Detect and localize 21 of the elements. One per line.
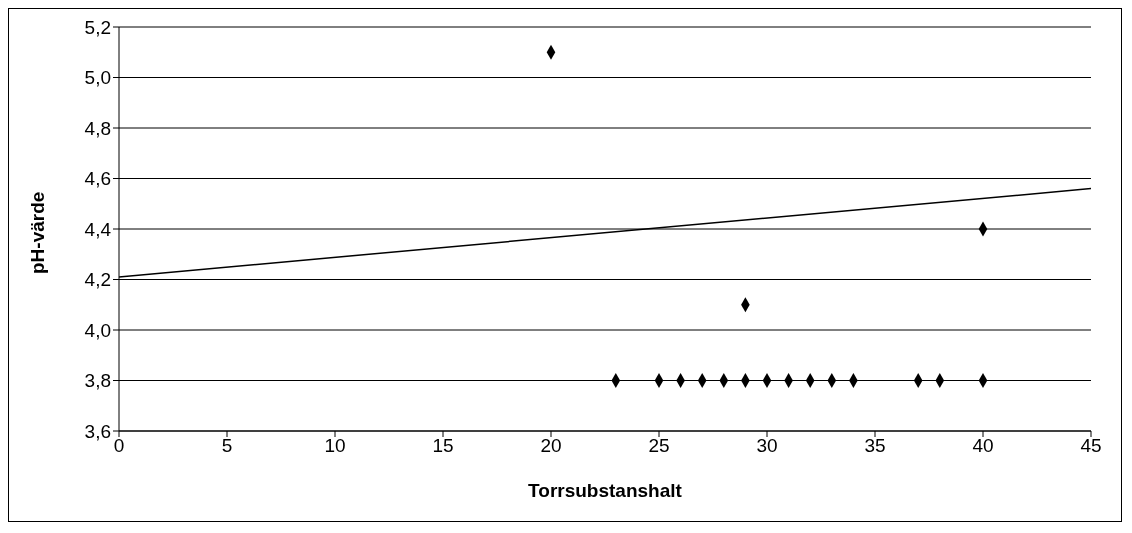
y-tick-label: 4,0: [84, 319, 111, 341]
y-tick-label: 3,8: [84, 370, 111, 392]
y-tick-label: 4,6: [84, 168, 111, 190]
x-tick-label: 40: [972, 435, 994, 457]
x-axis-title: Torrsubstanshalt: [528, 480, 683, 501]
y-tick-label: 3,6: [84, 420, 111, 442]
y-tick-label: 4,2: [84, 269, 111, 291]
x-tick-label: 25: [648, 435, 670, 457]
y-tick-label: 5,2: [84, 16, 111, 38]
x-tick-label: 15: [432, 435, 454, 457]
x-tick-label: 10: [324, 435, 346, 457]
x-tick-label: 30: [756, 435, 778, 457]
y-tick-label: 5,0: [84, 67, 111, 89]
x-tick-label: 35: [864, 435, 886, 457]
x-tick-label: 45: [1080, 435, 1102, 457]
y-tick-label: 4,8: [84, 117, 111, 139]
y-tick-label: 4,4: [84, 218, 112, 240]
x-tick-label: 0: [113, 435, 125, 457]
x-tick-label: 5: [221, 435, 233, 457]
y-axis-title: pH-värde: [26, 191, 48, 274]
x-tick-label: 20: [540, 435, 562, 457]
